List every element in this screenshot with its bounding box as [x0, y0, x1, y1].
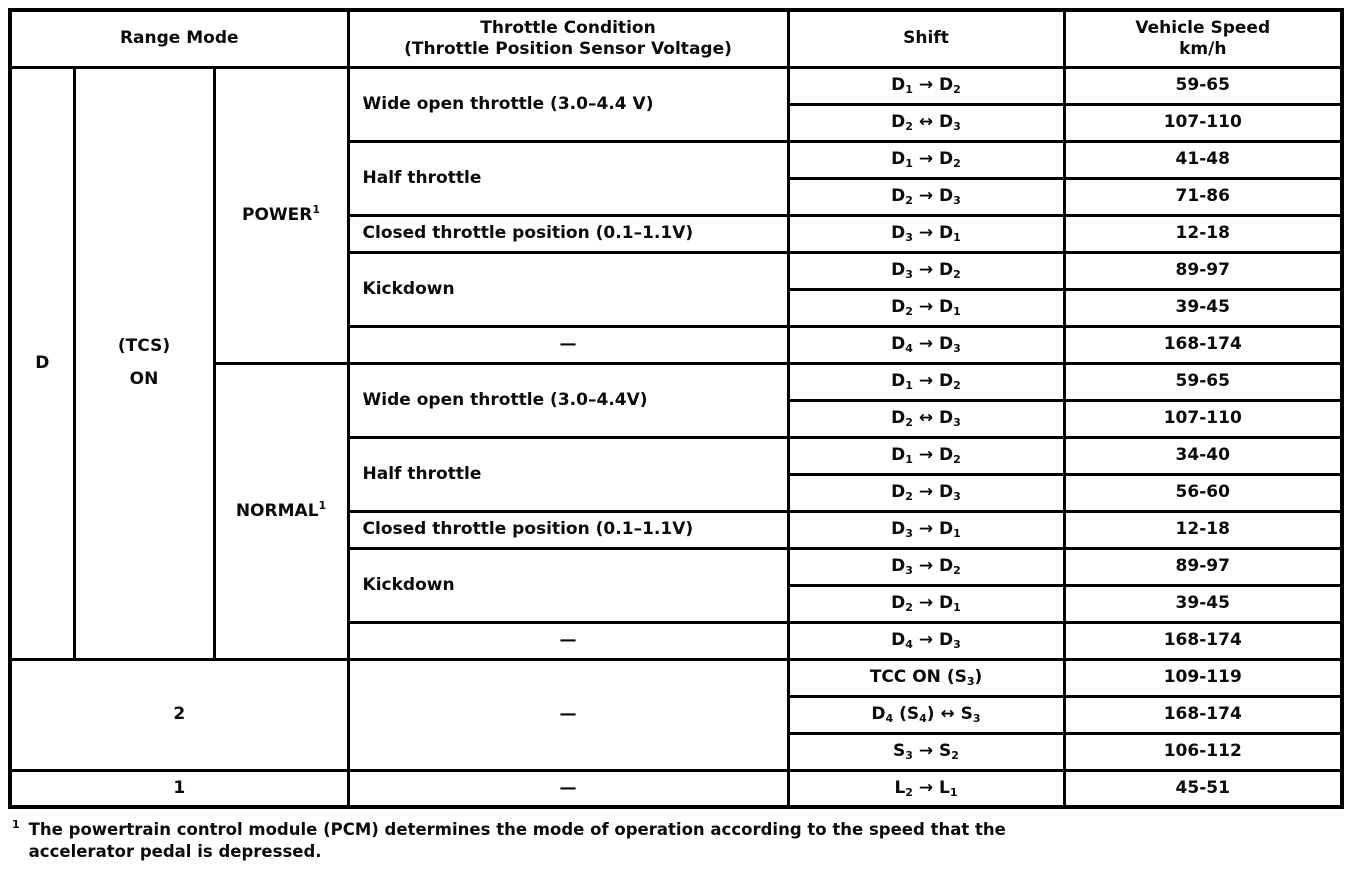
- cell-throttle: Closed throttle position (0.1–1.1V): [346, 213, 790, 254]
- table-row: D2 → D1 39-45: [10, 583, 1344, 624]
- footnote: 1 The powertrain control module (PCM) de…: [12, 819, 1042, 863]
- cell-throttle: Kickdown: [346, 250, 790, 328]
- table-row: D2 → D1 39-45: [10, 287, 1344, 328]
- cell-shift: D1 → D2: [786, 139, 1066, 180]
- table-row: 2— TCC ON (S3) 109-119: [8, 657, 1344, 772]
- cell-throttle: Closed throttle position (0.1–1.1V): [346, 509, 790, 550]
- footnote-text: The powertrain control module (PCM) dete…: [28, 820, 1006, 861]
- table-row: D4 (S4) ↔ S3 168-174: [10, 694, 1344, 735]
- table-row: Half throttle D1 → D2 34-40: [10, 435, 1344, 513]
- table-row: Closed throttle position (0.1–1.1V) D3 → …: [10, 509, 1344, 550]
- table-row: Closed throttle position (0.1–1.1V) D3 → …: [10, 213, 1344, 254]
- table-row: — D4 → D3 168-174: [10, 324, 1344, 365]
- cell-speed: 56-60: [1062, 472, 1344, 513]
- cell-speed: 89-97: [1062, 250, 1344, 291]
- cell-throttle: —: [346, 324, 790, 365]
- header-throttle-condition: Throttle Condition (Throttle Position Se…: [346, 8, 790, 69]
- cell-shift: D3 → D1: [786, 509, 1066, 550]
- cell-speed: 59-65: [1062, 361, 1344, 402]
- cell-speed: 12-18: [1062, 509, 1344, 550]
- table-row: S3 → S2 106-112: [10, 731, 1344, 772]
- table-row: D (TCS) ON POWER1 Wide open throttle (3.0–4…: [8, 65, 1344, 661]
- cell-throttle: —: [346, 620, 790, 661]
- header-shift: Shift: [786, 8, 1066, 69]
- cell-shift: D2 → D3: [786, 472, 1066, 513]
- cell-speed: 39-45: [1062, 287, 1344, 328]
- cell-range: 2: [8, 657, 350, 772]
- table-row: NORMAL1 Wide open throttle (3.0–4.4V) D1 →…: [10, 361, 1344, 661]
- table-row: Kickdown D3 → D2 89-97: [10, 546, 1344, 624]
- cell-shift: D2 ↔ D3: [786, 102, 1066, 143]
- cell-speed: 71-86: [1062, 176, 1344, 217]
- shift-speed-table: Range Mode Throttle Condition (Throttle P…: [8, 8, 1344, 809]
- cell-shift: D2 → D1: [786, 583, 1066, 624]
- cell-speed: 109-119: [1062, 657, 1344, 698]
- cell-shift: D2 ↔ D3: [786, 398, 1066, 439]
- header-vehicle-speed: Vehicle Speed km/h: [1062, 8, 1344, 69]
- cell-shift: D1 → D2: [786, 65, 1066, 106]
- cell-throttle: Wide open throttle (3.0–4.4 V): [346, 65, 790, 143]
- table-row: Kickdown D3 → D2 89-97: [10, 250, 1344, 328]
- cell-shift: L2 → L1: [786, 768, 1066, 809]
- cell-speed: 107-110: [1062, 102, 1344, 143]
- header-range-mode: Range Mode: [8, 8, 350, 69]
- cell-shift: S3 → S2: [786, 731, 1066, 772]
- table-row: D2 → D3 71-86: [10, 176, 1344, 217]
- cell-throttle: Half throttle: [346, 435, 790, 513]
- cell-shift: D2 → D1: [786, 287, 1066, 328]
- cell-tcs: (TCS) ON: [72, 65, 216, 661]
- cell-speed: 39-45: [1062, 583, 1344, 624]
- cell-shift: D4 (S4) ↔ S3: [786, 694, 1066, 735]
- table-header: Range Mode Throttle Condition (Throttle P…: [8, 8, 1344, 69]
- cell-speed: 59-65: [1062, 65, 1344, 106]
- cell-throttle: —: [346, 657, 790, 772]
- cell-shift: D4 → D3: [786, 324, 1066, 365]
- cell-speed: 168-174: [1062, 694, 1344, 735]
- cell-throttle: Wide open throttle (3.0–4.4V): [346, 361, 790, 439]
- cell-speed: 34-40: [1062, 435, 1344, 476]
- cell-speed: 89-97: [1062, 546, 1344, 587]
- table-row: 1— L2 → L1 45-51: [8, 768, 1344, 809]
- footnote-marker: 1: [12, 818, 20, 831]
- cell-mode: POWER1: [212, 65, 350, 365]
- cell-shift: TCC ON (S3): [786, 657, 1066, 698]
- cell-shift: D3 → D1: [786, 213, 1066, 254]
- table-row: D2 ↔ D3 107-110: [10, 102, 1344, 143]
- cell-speed: 168-174: [1062, 620, 1344, 661]
- cell-throttle: —: [346, 768, 790, 809]
- cell-throttle: Half throttle: [346, 139, 790, 217]
- cell-shift: D3 → D2: [786, 546, 1066, 587]
- cell-shift: D3 → D2: [786, 250, 1066, 291]
- cell-shift: D2 → D3: [786, 176, 1066, 217]
- cell-speed: 168-174: [1062, 324, 1344, 365]
- table-row: — D4 → D3 168-174: [10, 620, 1344, 661]
- cell-throttle: Kickdown: [346, 546, 790, 624]
- table-row: Half throttle D1 → D2 41-48: [10, 139, 1344, 217]
- cell-speed: 45-51: [1062, 768, 1344, 809]
- cell-speed: 106-112: [1062, 731, 1344, 772]
- cell-speed: 12-18: [1062, 213, 1344, 254]
- cell-range: 1: [8, 768, 350, 809]
- table-row: D2 → D3 56-60: [10, 472, 1344, 513]
- cell-shift: D4 → D3: [786, 620, 1066, 661]
- cell-shift: D1 → D2: [786, 361, 1066, 402]
- cell-range: D: [8, 65, 76, 661]
- table-row: D2 ↔ D3 107-110: [10, 398, 1344, 439]
- table-body: D (TCS) ON POWER1 Wide open throttle (3.0–4…: [8, 65, 1344, 809]
- table-header-row: Range Mode Throttle Condition (Throttle P…: [8, 8, 1344, 69]
- cell-shift: D1 → D2: [786, 435, 1066, 476]
- cell-speed: 41-48: [1062, 139, 1344, 180]
- cell-mode: NORMAL1: [212, 361, 350, 661]
- cell-speed: 107-110: [1062, 398, 1344, 439]
